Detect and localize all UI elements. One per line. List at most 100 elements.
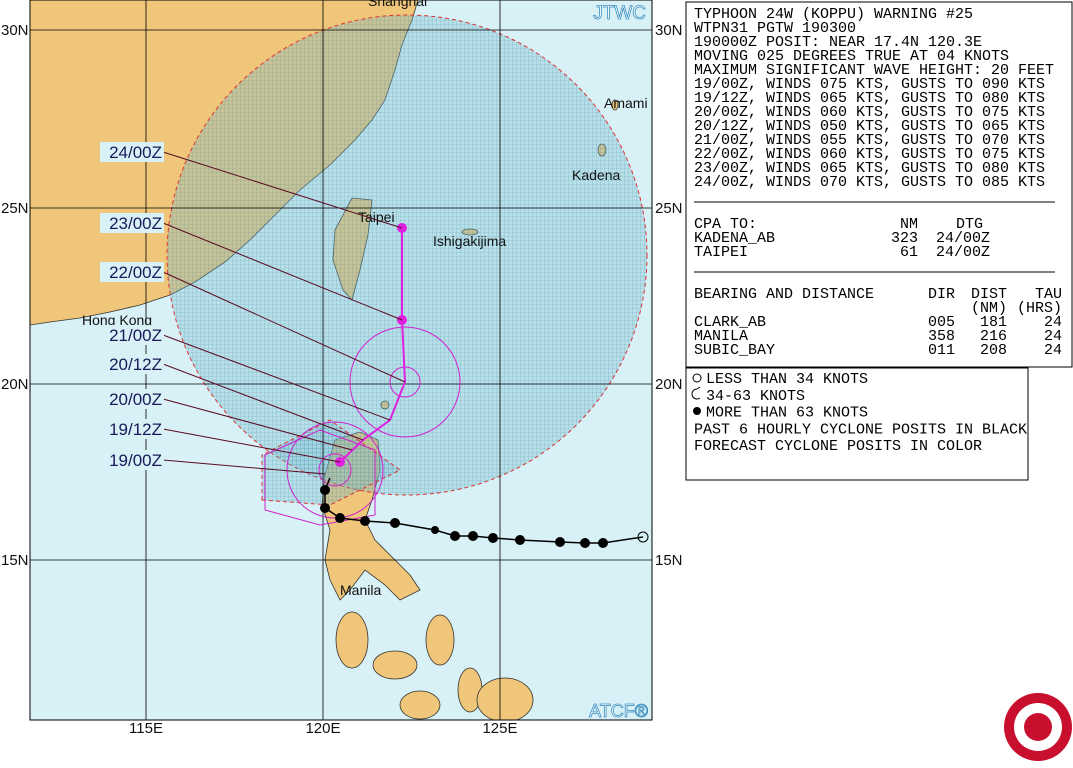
leader-line (162, 459, 326, 475)
forecast-line: 19/00Z, WINDS 075 KTS, GUSTS TO 090 KTS (694, 76, 1045, 93)
legend-item: 34-63 KNOTS (706, 388, 805, 405)
header-line: WTPN31 PGTW 190300 (694, 20, 856, 37)
cpa-cell: 24/00Z (936, 244, 990, 261)
bearing-cell: 005 (928, 314, 955, 331)
legend-box (685, 367, 1029, 481)
leader-line (162, 428, 341, 463)
track-label: 22/00Z (109, 263, 162, 282)
label-bg (100, 389, 164, 409)
track-label: 21/00Z (109, 326, 162, 345)
label-bg (100, 419, 164, 439)
bearing-header: DIR (928, 286, 955, 303)
bearing-header: BEARING AND DISTANCE (694, 286, 874, 303)
lat-label: 20N (1, 376, 29, 393)
label-bg (100, 213, 164, 233)
bearing-header: TAU (1035, 286, 1062, 303)
lat-label: 20N (655, 376, 683, 393)
label-bg (100, 450, 164, 470)
software: ATCF® (589, 701, 648, 721)
leader-line (162, 363, 364, 441)
bearing-cell: 011 (928, 342, 955, 359)
legend-item: PAST 6 HOURLY CYCLONE POSITS IN BLACK (694, 421, 1027, 438)
lon-label: 115E (129, 720, 163, 737)
track-label: 20/12Z (109, 355, 162, 374)
leader-line (162, 334, 391, 421)
cpa-header: DTG (956, 216, 983, 233)
grid (30, 0, 652, 720)
place-label: Hong Kong (82, 312, 152, 328)
map-frame (29, 0, 653, 721)
legend-item: LESS THAN 34 KNOTS (706, 371, 868, 388)
leader-line (162, 222, 403, 321)
header-line: MOVING 025 DEGREES TRUE AT 04 KNOTS (694, 48, 1009, 65)
forecast-line: 19/12Z, WINDS 065 KTS, GUSTS TO 080 KTS (694, 90, 1045, 107)
forecast-line: 22/00Z, WINDS 060 KTS, GUSTS TO 075 KTS (694, 146, 1045, 163)
past-posits (320, 485, 608, 548)
leader-line (162, 398, 353, 451)
header-line: 190000Z POSIT: NEAR 17.4N 120.3E (694, 34, 982, 51)
forecast-line: 20/12Z, WINDS 050 KTS, GUSTS TO 065 KTS (694, 118, 1045, 135)
legend-item: FORECAST CYCLONE POSITS IN COLOR (694, 438, 982, 455)
forecast-line: 23/00Z, WINDS 065 KTS, GUSTS TO 080 KTS (694, 160, 1045, 177)
bearing-cell: CLARK_AB (694, 314, 766, 331)
label-bg (100, 325, 164, 345)
leader-line (162, 151, 403, 229)
legend-item: MORE THAN 63 KNOTS (706, 405, 868, 422)
bearing-cell: MANILA (694, 328, 748, 345)
header-line: MAXIMUM SIGNIFICANT WAVE HEIGHT: 20 FEET (694, 62, 1054, 79)
lat-label: 30N (655, 22, 683, 39)
legend-icons (691, 373, 702, 415)
forecast-track (339, 228, 407, 463)
bearing-cell: 216 (980, 328, 1007, 345)
bearing-cell: 208 (980, 342, 1007, 359)
bearing-header: DIST (971, 286, 1007, 303)
past-posit (637, 531, 649, 543)
cpa-cell: 24/00Z (936, 230, 990, 247)
lat-label: 15N (655, 552, 683, 569)
track-label: 23/00Z (109, 214, 162, 233)
track-label: 19/00Z (109, 451, 162, 470)
bearing-cell: 24 (1044, 314, 1062, 331)
bearing-cell: 181 (980, 314, 1007, 331)
leader-line (162, 271, 406, 383)
track-label: 19/12Z (109, 420, 162, 439)
lon-label: 120E (305, 720, 340, 737)
place-label: Ishigakijima (433, 233, 506, 249)
lat-label: 25N (655, 200, 683, 217)
cpa-cell: TAIPEI (694, 244, 748, 261)
bearing-cell: 24 (1044, 342, 1062, 359)
bearing-cell: SUBIC_BAY (694, 342, 775, 359)
forecast-line: 24/00Z, WINDS 070 KTS, GUSTS TO 085 KTS (694, 174, 1045, 191)
lat-label: 15N (1, 552, 29, 569)
place-label: Taipei (358, 209, 395, 225)
cpa-cell: KADENA_AB (694, 230, 775, 247)
bearing-cell: 24 (1044, 328, 1062, 345)
label-bg (100, 354, 164, 374)
cpa-cell: 323 (891, 230, 918, 247)
bearing-unit: (HRS) (1017, 300, 1062, 317)
label-bg (100, 142, 164, 162)
map (30, 0, 652, 720)
place-label: Kadena (572, 167, 620, 183)
lat-label: 30N (1, 22, 29, 39)
warning-box (685, 1, 1073, 368)
lat-label: 25N (1, 200, 29, 217)
label-bg (100, 262, 164, 282)
logo (1004, 693, 1072, 761)
cpa-header: CPA TO: (694, 216, 757, 233)
forecast-line: 21/00Z, WINDS 055 KTS, GUSTS TO 070 KTS (694, 132, 1045, 149)
agency: JTWC (593, 3, 646, 24)
track-label: 24/00Z (109, 143, 162, 162)
bearing-unit: (NM) (971, 300, 1007, 317)
lon-label: 125E (482, 720, 517, 737)
forecast-line: 20/00Z, WINDS 060 KTS, GUSTS TO 075 KTS (694, 104, 1045, 121)
place-label: Manila (340, 582, 381, 598)
cpa-header: NM (900, 216, 918, 233)
cpa-cell: 61 (900, 244, 918, 261)
place-label: Shanghai (368, 0, 427, 9)
place-label: Amami (604, 95, 648, 111)
track-label: 20/00Z (109, 390, 162, 409)
bearing-cell: 358 (928, 328, 955, 345)
header-line: TYPHOON 24W (KOPPU) WARNING #25 (694, 6, 973, 23)
